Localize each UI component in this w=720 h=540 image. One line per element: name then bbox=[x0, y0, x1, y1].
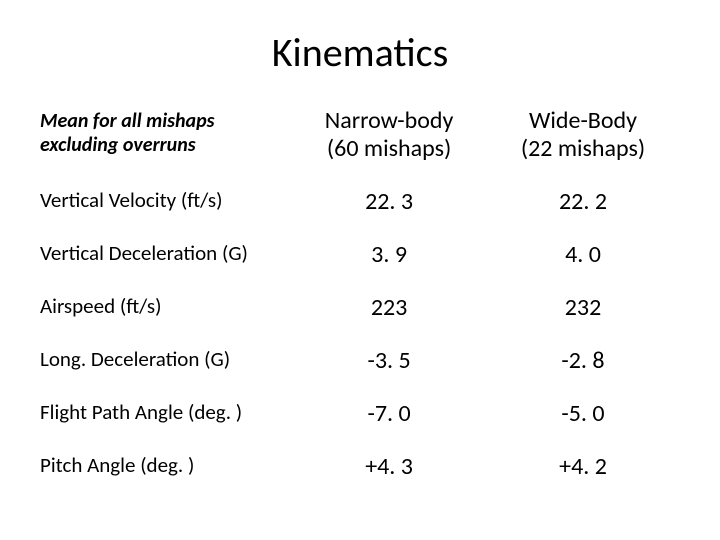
row-value: -5. 0 bbox=[486, 387, 680, 440]
table-header-left: Mean for all mishaps excluding overruns bbox=[40, 105, 292, 175]
row-label: Airspeed (ft/s) bbox=[40, 281, 292, 334]
row-value: -7. 0 bbox=[292, 387, 486, 440]
row-label: Vertical Velocity (ft/s) bbox=[40, 175, 292, 228]
row-label: Vertical Deceleration (G) bbox=[40, 228, 292, 281]
table-header-col1: Narrow-body (60 mishaps) bbox=[292, 105, 486, 175]
row-value: 223 bbox=[292, 281, 486, 334]
header-col1-line2: (60 mishaps) bbox=[327, 134, 451, 163]
header-col2-line1: Wide-Body bbox=[529, 106, 637, 135]
page-title: Kinematics bbox=[40, 28, 680, 77]
row-value: -3. 5 bbox=[292, 334, 486, 387]
header-col1-line1: Narrow-body bbox=[325, 106, 454, 135]
row-label: Pitch Angle (deg. ) bbox=[40, 440, 292, 493]
header-col2-line2: (22 mishaps) bbox=[521, 134, 645, 163]
row-value: +4. 3 bbox=[292, 440, 486, 493]
row-label: Long. Deceleration (G) bbox=[40, 334, 292, 387]
row-value: 3. 9 bbox=[292, 228, 486, 281]
row-value: 22. 2 bbox=[486, 175, 680, 228]
kinematics-table: Mean for all mishaps excluding overruns … bbox=[40, 105, 680, 493]
row-value: 4. 0 bbox=[486, 228, 680, 281]
header-left-line1: Mean for all mishaps bbox=[40, 109, 214, 133]
row-value: 22. 3 bbox=[292, 175, 486, 228]
row-value: +4. 2 bbox=[486, 440, 680, 493]
row-label: Flight Path Angle (deg. ) bbox=[40, 387, 292, 440]
table-header-col2: Wide-Body (22 mishaps) bbox=[486, 105, 680, 175]
row-value: 232 bbox=[486, 281, 680, 334]
slide: Kinematics Mean for all mishaps excludin… bbox=[0, 0, 720, 540]
header-left-line2: excluding overruns bbox=[40, 133, 196, 157]
row-value: -2. 8 bbox=[486, 334, 680, 387]
